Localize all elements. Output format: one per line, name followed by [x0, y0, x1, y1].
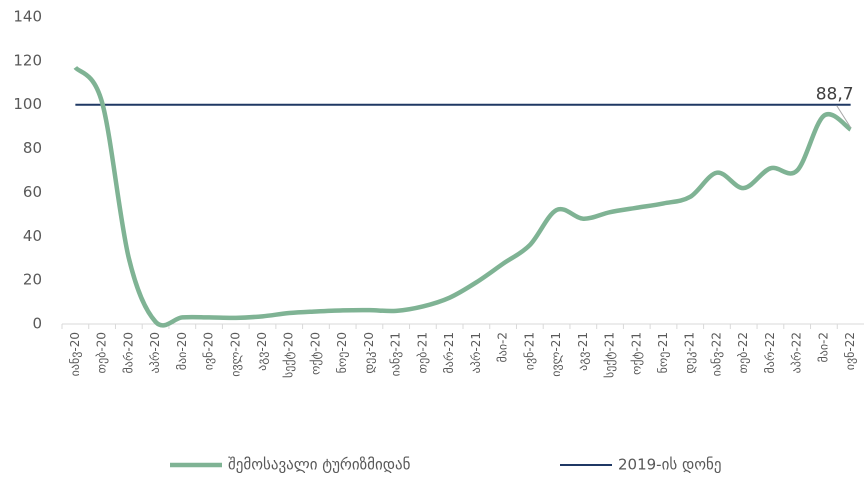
x-tick-label: ივნ-20	[202, 332, 216, 370]
x-tick-label: მაი-20	[175, 332, 189, 370]
x-tick-label: ნოე-20	[335, 332, 349, 373]
legend-label: შემოსავალი ტურიზმიდან	[228, 456, 411, 474]
x-tick-label: ოქტ-21	[629, 332, 643, 375]
x-tick-label: თებ-22	[736, 332, 750, 374]
y-tick-label: 40	[23, 227, 42, 245]
x-tick-label: აპრ-21	[469, 332, 483, 373]
x-tick-label: აგვ-21	[576, 332, 590, 371]
x-tick-label: თებ-21	[415, 332, 429, 374]
x-tick-label: იანვ-22	[709, 332, 723, 376]
y-tick-label: 80	[23, 139, 42, 157]
x-tick-label: მარ-22	[763, 332, 777, 374]
x-tick-label: ნოე-21	[656, 332, 670, 373]
x-tick-label: აპრ-20	[148, 332, 162, 373]
x-tick-label: ივნ-21	[522, 332, 536, 370]
legend-label: 2019-ის დონე	[618, 456, 721, 474]
x-tick-label: სექტ-21	[603, 332, 617, 378]
x-tick-label: ივნ-22	[843, 332, 857, 370]
y-tick-label: 20	[23, 271, 42, 289]
y-tick-label: 100	[13, 95, 42, 113]
y-tick-label: 60	[23, 183, 42, 201]
x-tick-label: მარ-21	[442, 332, 456, 374]
x-tick-label: დეკ-20	[362, 332, 376, 374]
x-tick-label: სექტ-20	[282, 332, 296, 378]
x-tick-label: ივლ-21	[549, 332, 563, 377]
x-tick-label: იანვ-21	[389, 332, 403, 376]
x-tick-label: მაი-2	[496, 332, 510, 363]
x-tick-label: დეკ-21	[683, 332, 697, 374]
y-tick-label: 120	[13, 51, 42, 69]
x-tick-label: ივლ-20	[228, 332, 242, 377]
x-tick-label: აპრ-22	[790, 332, 804, 373]
x-tick-label: იანვ-20	[68, 332, 82, 376]
x-tick-label: მაი-2	[816, 332, 830, 363]
x-tick-label: მარ-20	[121, 332, 135, 374]
data-label: 88,7	[816, 84, 854, 104]
y-tick-label: 140	[13, 8, 42, 26]
label-leader	[836, 105, 852, 128]
x-tick-label: თებ-20	[95, 332, 109, 374]
data-line	[73, 65, 852, 328]
x-tick-label: ოქტ-20	[308, 332, 322, 375]
y-tick-label: 0	[32, 315, 42, 333]
x-tick-label: აგვ-20	[255, 332, 269, 371]
